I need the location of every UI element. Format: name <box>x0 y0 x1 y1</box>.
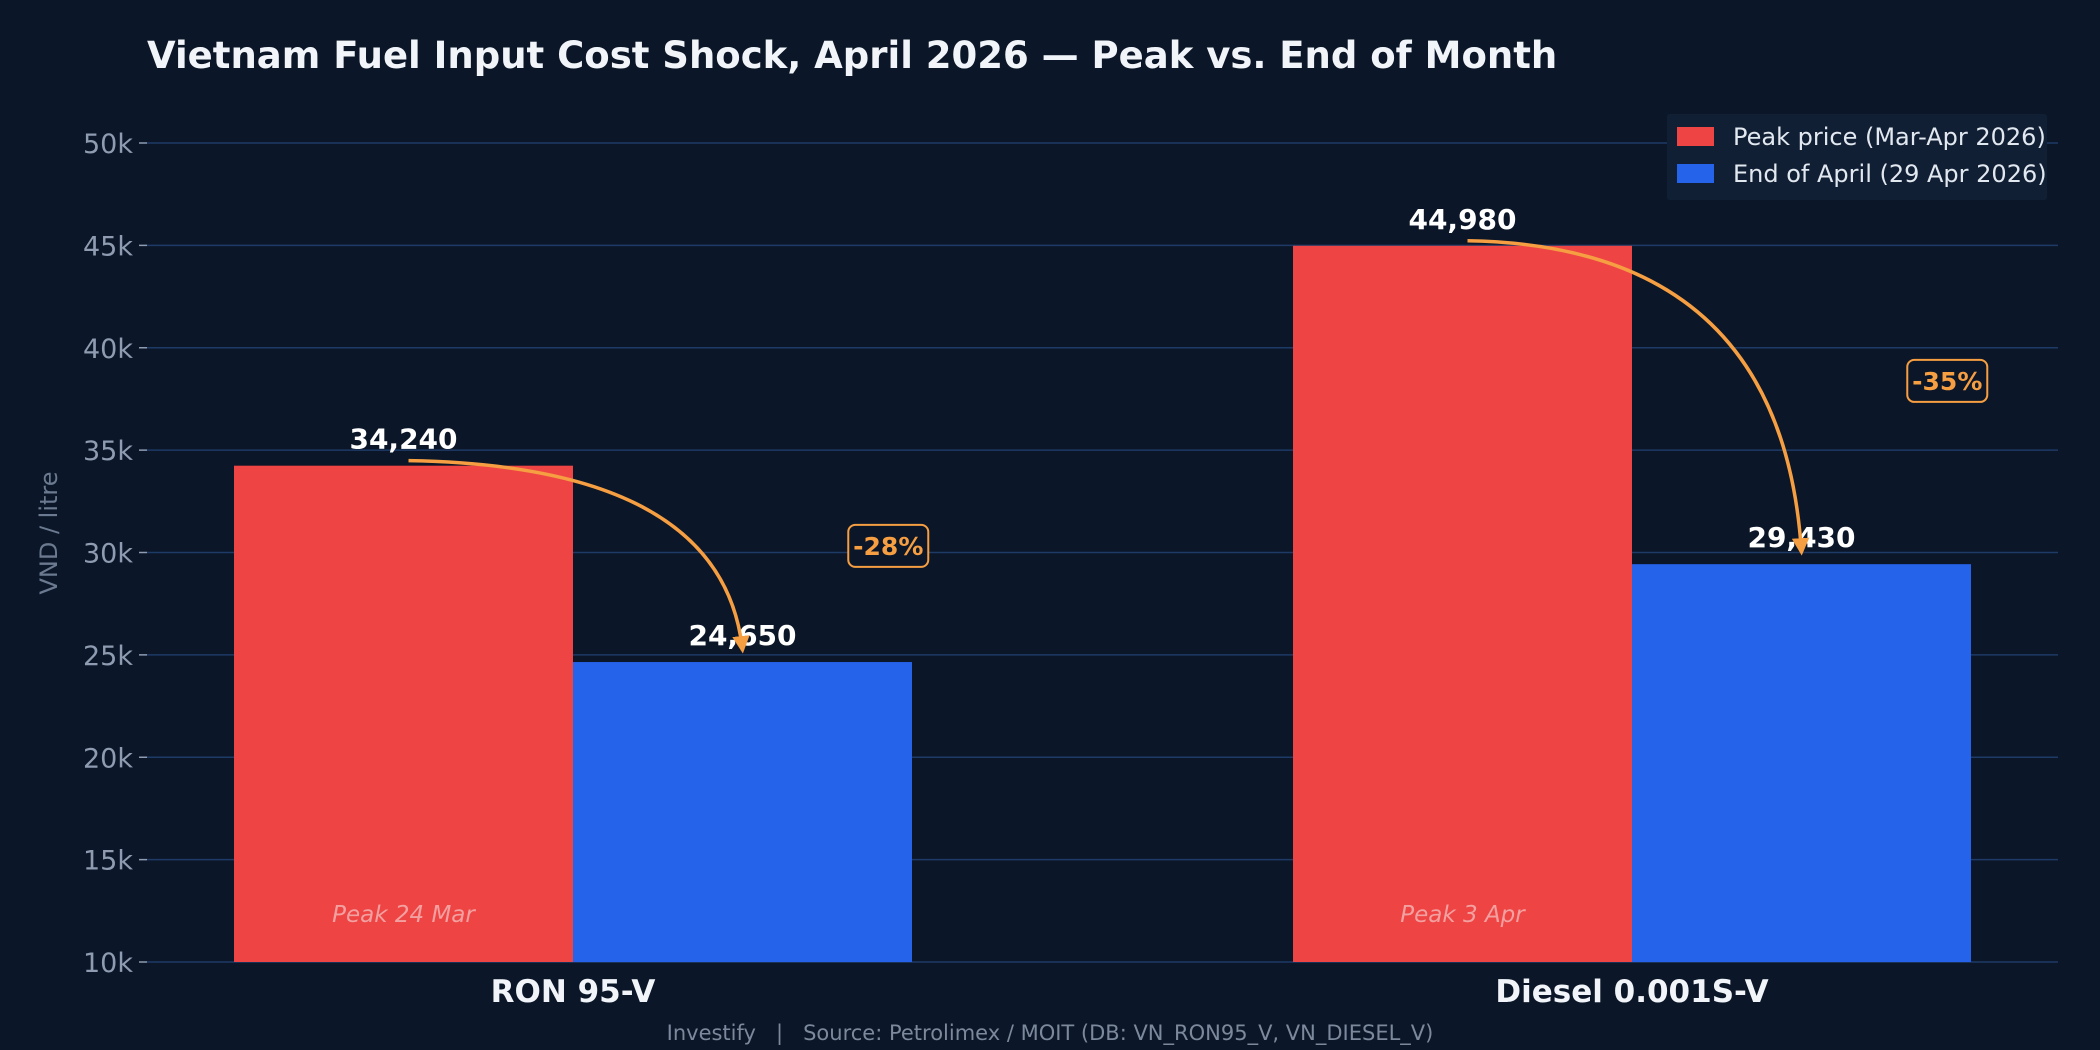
y-tick-label: 15k <box>83 846 133 877</box>
peak-date-note-1: Peak 3 Apr <box>1400 902 1526 928</box>
change-arrow-1 <box>1467 239 1810 556</box>
bar-peak-0 <box>234 465 573 962</box>
bars <box>234 245 1971 963</box>
change-percent-1: -35% <box>1912 367 1982 396</box>
change-badge-1 <box>1906 358 1989 403</box>
change-arrows: -28% -35% <box>408 239 1989 654</box>
source-footer: Investify | Source: Petrolimex / MOIT (D… <box>667 1021 1434 1046</box>
bar-end-0 <box>573 662 912 962</box>
legend: Peak price (Mar-Apr 2026) End of April (… <box>1667 114 2047 200</box>
y-tick-label: 10k <box>83 948 133 979</box>
legend-swatch-peak <box>1677 127 1714 146</box>
y-tick-label: 25k <box>83 641 133 672</box>
bar-end-1 <box>1632 564 1971 962</box>
value-label-peak-0: 34,240 <box>349 423 457 456</box>
y-axis-label: VND / litre <box>35 471 63 594</box>
change-percent-0: -28% <box>853 532 923 561</box>
y-tick-label: 20k <box>83 743 133 774</box>
peak-date-note-0: Peak 24 Mar <box>332 902 476 928</box>
bar-peak-1 <box>1293 245 1632 963</box>
y-tick-label: 30k <box>83 539 133 570</box>
x-tick-label-0: RON 95-V <box>491 974 656 1010</box>
legend-label-end: End of April (29 Apr 2026) <box>1733 160 2047 188</box>
y-tick-label: 40k <box>83 334 133 365</box>
value-label-peak-1: 44,980 <box>1408 203 1516 236</box>
change-badge-0 <box>847 523 930 568</box>
x-tick-label-1: Diesel 0.001S-V <box>1495 974 1768 1010</box>
legend-box <box>1667 114 2047 200</box>
y-tick-label: 45k <box>83 231 133 262</box>
legend-label-peak: Peak price (Mar-Apr 2026) <box>1733 123 2046 151</box>
chart-title: Vietnam Fuel Input Cost Shock, April 202… <box>147 34 1557 77</box>
legend-swatch-end <box>1677 164 1714 183</box>
y-tick-label: 50k <box>83 129 133 160</box>
change-arrow-0 <box>408 458 750 654</box>
y-tick-label: 35k <box>83 436 133 467</box>
